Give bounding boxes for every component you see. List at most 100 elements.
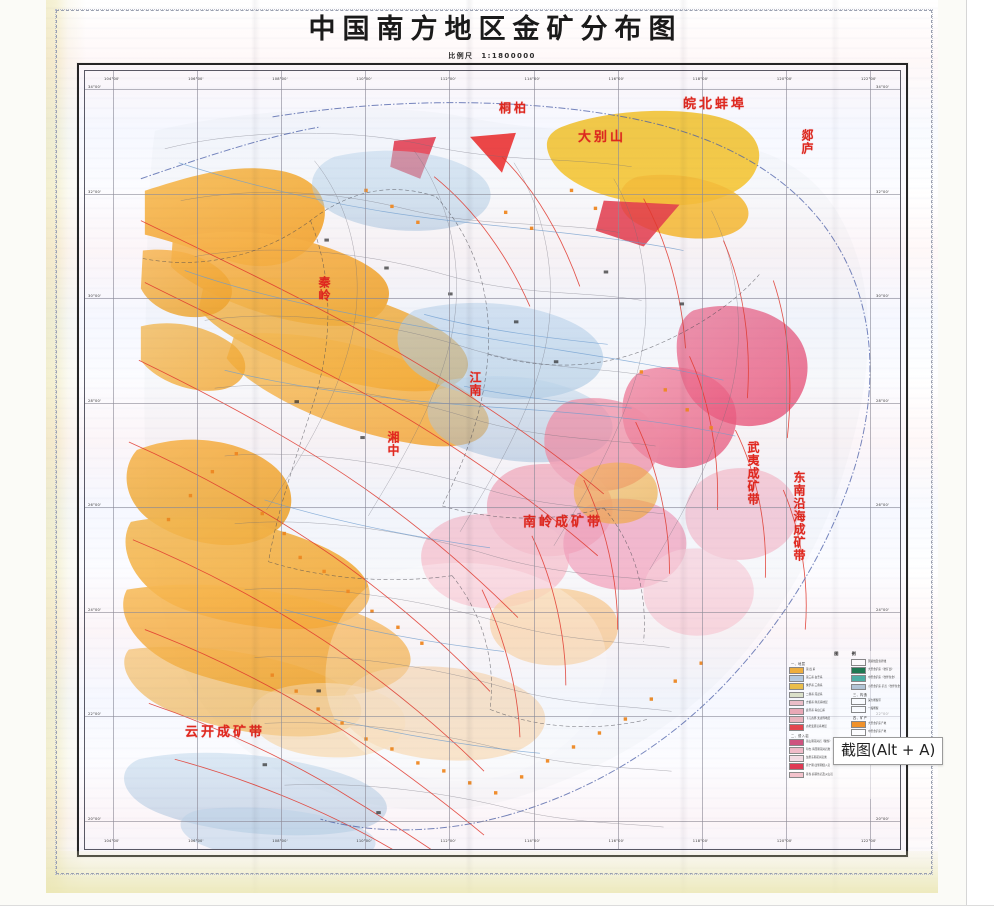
longitude-tick-label: 118°00' [692,77,709,81]
latitude-tick-label: 26°00' [876,503,890,508]
latitude-tick-label: 24°00' [88,607,102,612]
graticule-meridian [785,71,787,849]
longitude-tick-label: 116°00' [608,839,625,843]
legend-swatch [789,683,804,690]
right-gutter [966,0,994,906]
legend-label: 燕山期花岗岩（酸性） [806,739,832,743]
bottom-gutter [0,905,994,913]
legend-swatch [851,675,866,682]
graticule-parallel [85,89,900,90]
latitude-tick-label: 32°00' [876,189,890,194]
graticule-meridian [281,71,283,849]
longitude-tick-label: 106°00' [188,77,204,81]
legend-swatch [851,683,866,691]
legend-row: 加里东期花岗岩类 [789,755,845,762]
map-legend: 图 例 一、地层第 四 系第三系·白垩系 侏罗系·三叠系 二叠系·泥盆系 志留系·寒武… [789,651,900,799]
capture-tooltip[interactable]: 截图(Alt + A) [833,737,944,765]
longitude-tick-label: 110°00' [356,77,372,81]
legend-row: 小型金矿床·矿点（含伴生金） [851,683,900,691]
legend-row: 中型金矿床产地 [851,729,900,736]
legend-row: 二叠系·泥盆系 [789,691,845,699]
latitude-tick-label: 30°00' [876,294,890,299]
legend-swatch [789,771,804,779]
legend-swatch [851,659,866,666]
latitude-tick-label: 32°00' [88,189,102,194]
scale-value: 1:1800000 [481,52,536,60]
latitude-tick-label: 24°00' [876,607,890,612]
legend-swatch [789,675,804,682]
graticule-parallel [85,716,900,718]
legend-swatch [789,667,804,674]
legend-row: 志留系·寒武系地层 [789,699,845,707]
latitude-tick-label: 28°00' [88,398,102,403]
paper-bottom-margin [46,851,938,893]
geology-polygons [123,102,871,849]
longitude-tick-label: 116°00' [608,77,625,81]
legend-label: 加里东期花岗岩类 [806,756,827,760]
longitude-tick-label: 114°00' [524,77,541,81]
legend-swatch [851,698,866,705]
legend-swatch [851,729,866,736]
legend-row: 侏罗系·三叠系 [789,683,845,690]
graticule-meridian [197,71,199,849]
graticule-parallel [85,193,900,195]
legend-swatch [789,755,804,762]
legend-label: 震旦系·青白口系 [806,708,826,712]
legend-label: 基性·超基性岩及火山岩 [806,772,833,776]
legend-label: 第三系·白垩系 [806,676,823,680]
longitude-tick-label: 120°00' [776,77,793,81]
legend-row: 第 四 系 [789,667,845,674]
image-viewer-pane: 中国南方地区金矿分布图 比例尺 1:1800000 [0,0,967,907]
longitude-tick-label: 104°00' [104,839,120,843]
longitude-tick-label: 120°00' [776,839,793,843]
legend-swatch [851,706,866,713]
legend-label: 大型金矿床（金矿田） [868,668,894,672]
legend-label: 深大断裂带 [868,699,881,703]
page-title: 中国南方地区金矿分布图 [308,14,683,45]
longitude-tick-label: 108°00' [272,77,288,81]
graticule-meridian [449,71,451,849]
legend-row: 燕山期花岗岩（酸性） [789,738,845,746]
graticule-parallel [85,507,900,509]
scale-label: 比例尺 [448,52,474,60]
map-canvas: 104°00' 104°00' 106°00' 106°00' 108°00' 108°0… [85,71,900,849]
legend-label: 国境线及省界线 [868,660,887,663]
legend-row: 大型金矿床（金矿田） [851,667,900,674]
legend-section-heading: 一、地层 [791,662,806,666]
longitude-tick-label: 122°00' [861,77,877,81]
legend-swatch [789,716,804,723]
legend-row: 大型金矿床产地 [851,720,900,728]
legend-row: 下元古界·太古界地层 [789,716,845,723]
map-inner-neatline: 104°00' 104°00' 106°00' 106°00' 108°00' 108°0… [84,70,901,850]
legend-swatch [851,667,866,674]
legend-row: 晋宁期·四堡期侵入岩 [789,763,845,771]
legend-label: 下元古界·太古界地层 [806,717,831,721]
legend-row: 第三系·白垩系 [789,675,845,682]
graticule-meridian [365,71,367,849]
legend-row: 一般断裂 [851,706,900,713]
graticule-parallel [85,611,900,613]
legend-row: 震旦系·青白口系 [789,707,845,715]
title-block: 中国南方地区金矿分布图 比例尺 1:1800000 [46,16,938,61]
longitude-tick-label: 114°00' [524,839,541,843]
graticule-meridian [870,71,871,849]
legend-row: 印支·海西期花岗岩类 [789,747,845,754]
latitude-tick-label: 20°00' [876,817,890,821]
legend-section-heading: 二、侵入岩 [791,733,809,738]
longitude-tick-label: 106°00' [188,839,204,843]
longitude-tick-label: 122°00' [861,839,877,843]
legend-label: 志留系·寒武系地层 [806,700,828,704]
legend-label: 中型金矿床产地 [868,730,887,734]
latitude-tick-label: 28°00' [876,398,890,403]
legend-swatch [789,707,804,715]
longitude-tick-label: 112°00' [440,839,457,843]
legend-column-left: 一、地层第 四 系第三系·白垩系侏罗系·三叠系 二叠系·泥盆系志留系·寒武系地层震… [789,659,845,780]
latitude-tick-label: 20°00' [88,817,102,821]
legend-swatch [851,720,866,728]
longitude-tick-label: 118°00' [692,839,709,843]
legend-label: 二叠系·泥盆系 [806,692,823,696]
legend-label: 第 四 系 [806,668,816,671]
map-neatline-frame: 104°00' 104°00' 106°00' 106°00' 108°00' 108°0… [77,63,908,857]
legend-label: 晋宁期·四堡期侵入岩 [806,764,831,768]
